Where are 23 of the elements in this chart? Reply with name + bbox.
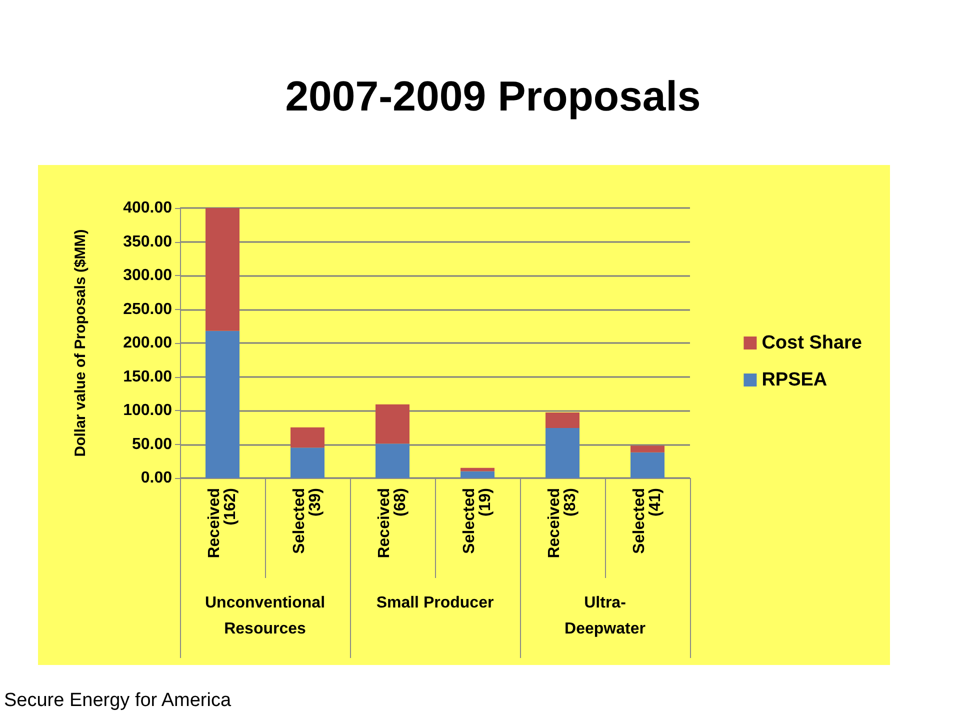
- y-tick-label: 50.00: [132, 436, 172, 453]
- y-tick-label: 150.00: [123, 368, 172, 386]
- x-tick-label: Received (162): [206, 488, 239, 558]
- text: Ultra- Deepwater: [564, 594, 646, 638]
- x-tick-label: Selected (19): [461, 488, 494, 554]
- legend-label: RPSEA: [762, 370, 828, 390]
- text: Small Producer: [376, 594, 494, 612]
- x-tick-label: Selected (39): [291, 488, 324, 554]
- y-tick-label: 350.00: [123, 233, 172, 250]
- y-tick-label: 250.00: [123, 300, 172, 318]
- y-axis-title: Dollar value of Proposals ($MM): [72, 229, 89, 457]
- x-tick-label: Received (68): [376, 488, 409, 558]
- y-tick-label: 0.00: [140, 470, 172, 486]
- y-tick-label: 100.00: [123, 402, 172, 419]
- chart-title: 2007-2009 Proposals: [285, 72, 701, 120]
- text: Unconventional Resources: [204, 594, 326, 638]
- y-tick-label: 200.00: [123, 334, 172, 352]
- y-tick-label: 300.00: [123, 267, 172, 284]
- text: Secure Energy for America: [4, 690, 232, 712]
- y-tick-label: 400.00: [123, 200, 172, 216]
- x-tick-label: Received (83): [546, 488, 579, 558]
- legend-label: Cost Share: [762, 332, 862, 354]
- x-tick-label: Selected (41): [631, 488, 664, 554]
